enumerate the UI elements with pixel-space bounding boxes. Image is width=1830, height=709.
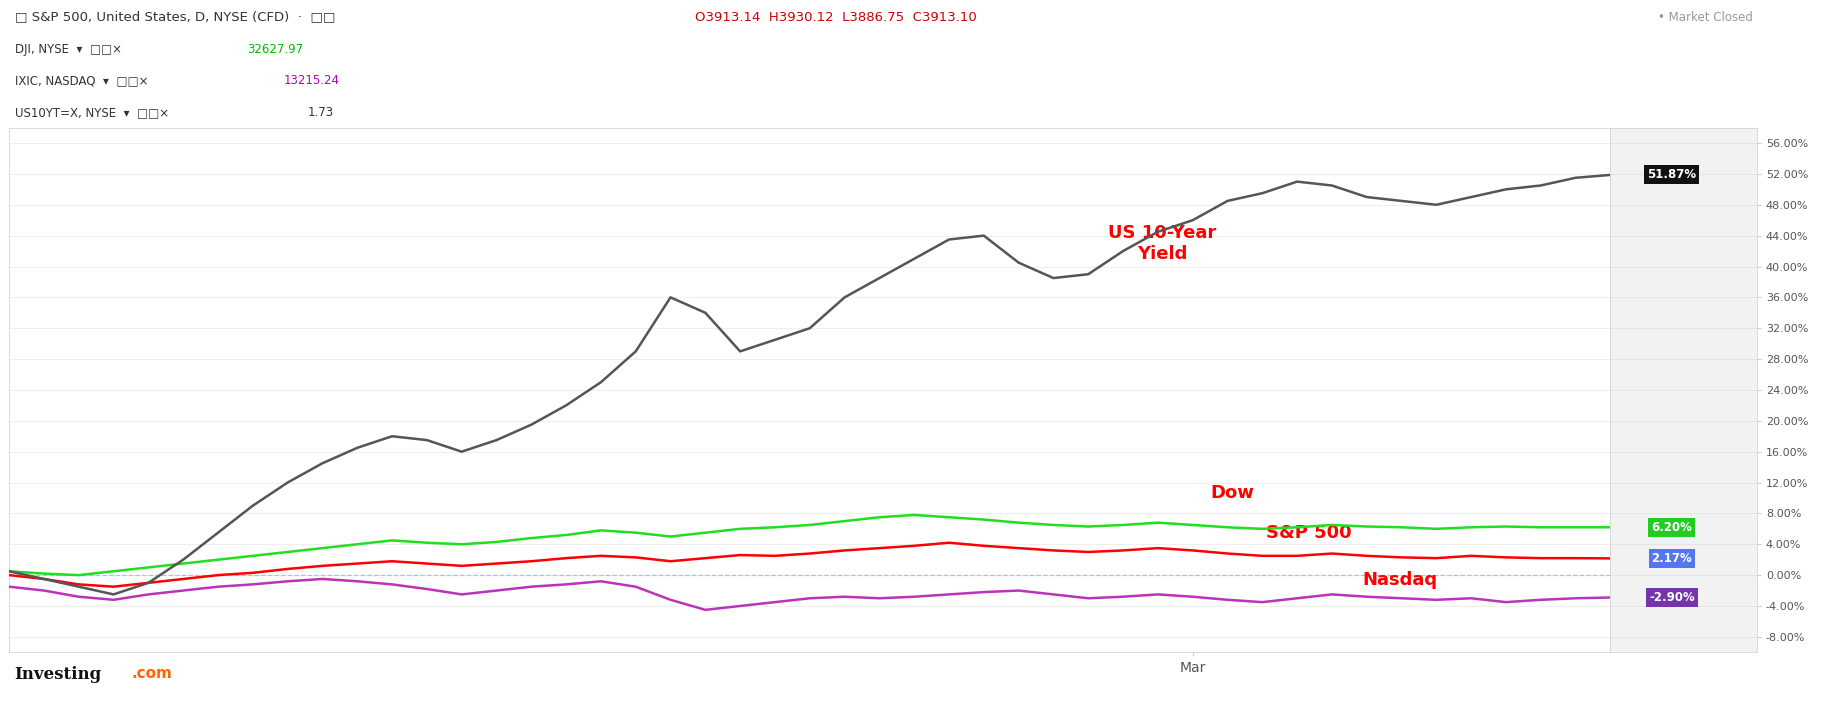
Text: □ S&P 500, United States, D, NYSE (CFD)  ·  □□: □ S&P 500, United States, D, NYSE (CFD) … — [15, 11, 344, 23]
Text: 13215.24: 13215.24 — [284, 74, 340, 87]
Text: DJI, NYSE  ▾  □□×: DJI, NYSE ▾ □□× — [15, 43, 134, 55]
Text: 2.17%: 2.17% — [1651, 552, 1693, 565]
Text: S&P 500: S&P 500 — [1266, 524, 1352, 542]
Text: 51.87%: 51.87% — [1647, 169, 1696, 182]
Text: Nasdaq: Nasdaq — [1362, 571, 1437, 589]
Text: O3913.14  H3930.12  L3886.75  C3913.10: O3913.14 H3930.12 L3886.75 C3913.10 — [695, 11, 977, 23]
Text: .com: .com — [132, 666, 172, 681]
Text: US 10-Year
Yield: US 10-Year Yield — [1107, 224, 1217, 263]
Text: 1.73: 1.73 — [307, 106, 333, 119]
Text: US10YT=X, NYSE  ▾  □□×: US10YT=X, NYSE ▾ □□× — [15, 106, 179, 119]
Text: 32627.97: 32627.97 — [247, 43, 304, 55]
Text: 6.20%: 6.20% — [1651, 521, 1693, 534]
Text: Investing: Investing — [15, 666, 102, 683]
Text: • Market Closed: • Market Closed — [1658, 11, 1753, 23]
Text: Dow: Dow — [1210, 484, 1254, 501]
Text: -2.90%: -2.90% — [1649, 591, 1695, 604]
Text: IXIC, NASDAQ  ▾  □□×: IXIC, NASDAQ ▾ □□× — [15, 74, 159, 87]
